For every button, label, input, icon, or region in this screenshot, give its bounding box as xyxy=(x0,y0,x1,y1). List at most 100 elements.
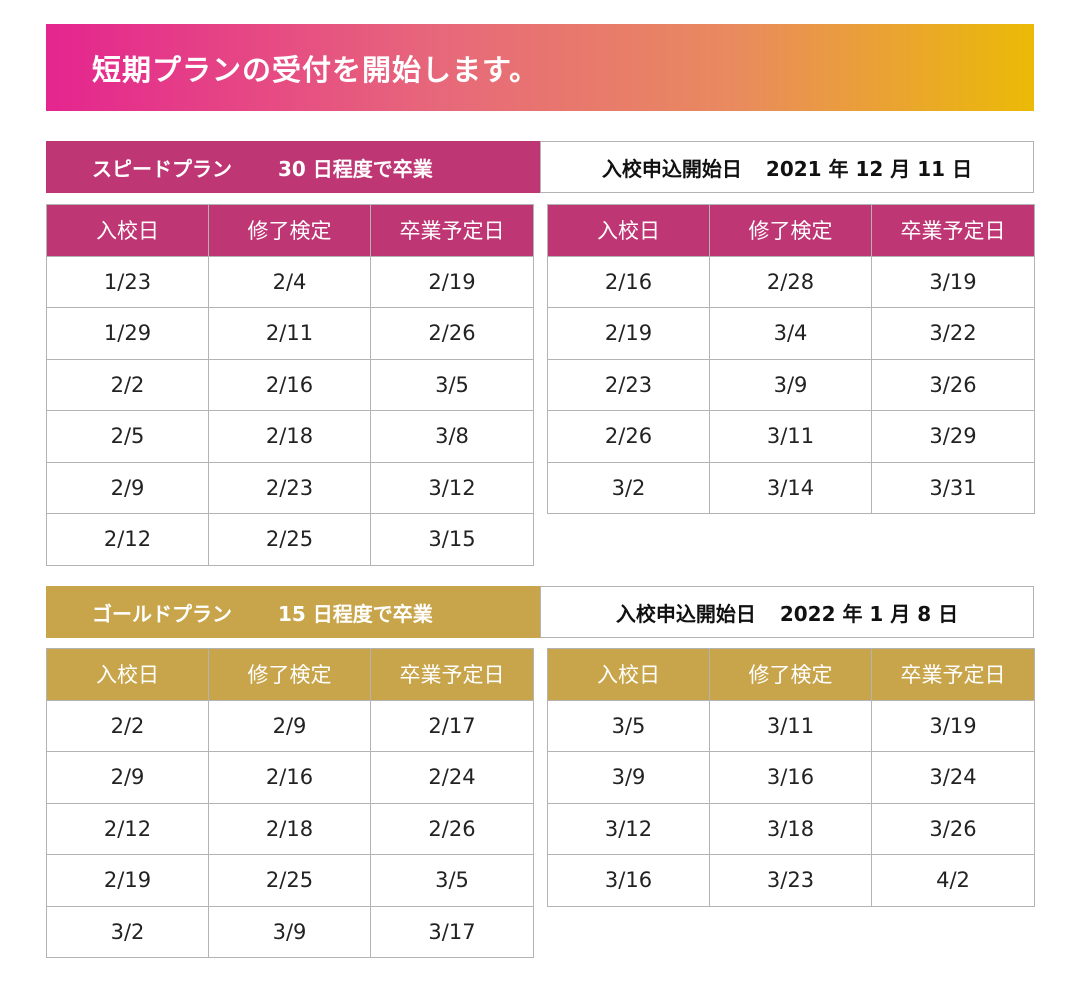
table-cell: 2/19 xyxy=(547,307,710,360)
table-cell: 3/29 xyxy=(871,410,1035,463)
announcement-banner: 短期プランの受付を開始します。 xyxy=(46,24,1034,111)
column-header: 修了検定 xyxy=(709,204,872,257)
table-row: 3/9 3/16 3/24 xyxy=(547,751,1035,804)
table-header-row: 入校日 修了検定 卒業予定日 xyxy=(547,204,1035,257)
table-row: 2/9 2/16 2/24 xyxy=(46,751,534,804)
table-cell: 2/12 xyxy=(46,513,209,566)
table-cell: 2/2 xyxy=(46,358,209,411)
table-cell: 3/5 xyxy=(370,854,534,907)
plan-duration: 15 日程度で卒業 xyxy=(278,601,433,626)
start-date: 2021 年 12 月 11 日 xyxy=(765,156,973,181)
table-cell: 3/17 xyxy=(370,905,534,958)
table-cell: 2/23 xyxy=(547,358,710,411)
table-row: 1/23 2/4 2/19 xyxy=(46,255,534,308)
speed-plan-header: スピードプラン 30 日程度で卒業 入校申込開始日 2021 年 12 月 11… xyxy=(46,141,1034,193)
table-row: 2/9 2/23 3/12 xyxy=(46,461,534,514)
table-cell: 3/5 xyxy=(370,358,534,411)
table-cell: 2/25 xyxy=(208,513,371,566)
table-row: 2/12 2/18 2/26 xyxy=(46,802,534,855)
table-cell: 2/26 xyxy=(370,802,534,855)
gold-schedule-table-right: 入校日 修了検定 卒業予定日 3/5 3/11 3/19 3/9 3/16 3/24 3/1… xyxy=(547,648,1035,907)
gold-plan-start-date: 入校申込開始日 2022 年 1 月 8 日 xyxy=(540,586,1034,638)
speed-plan-title: スピードプラン 30 日程度で卒業 xyxy=(46,141,540,193)
table-cell: 3/8 xyxy=(370,410,534,463)
table-header-row: 入校日 修了検定 卒業予定日 xyxy=(547,648,1035,701)
gold-plan-title: ゴールドプラン 15 日程度で卒業 xyxy=(46,586,540,638)
table-cell: 2/12 xyxy=(46,802,209,855)
table-cell: 2/9 xyxy=(46,751,209,804)
table-cell: 2/9 xyxy=(208,699,371,752)
table-cell: 3/24 xyxy=(871,751,1035,804)
table-cell: 2/16 xyxy=(547,255,710,308)
column-header: 入校日 xyxy=(547,204,710,257)
table-cell: 3/18 xyxy=(709,802,872,855)
table-cell: 2/28 xyxy=(709,255,872,308)
column-header: 卒業予定日 xyxy=(871,648,1035,701)
table-cell: 3/19 xyxy=(871,255,1035,308)
table-cell: 1/23 xyxy=(46,255,209,308)
column-header: 卒業予定日 xyxy=(370,648,534,701)
table-cell: 2/18 xyxy=(208,410,371,463)
table-cell: 3/22 xyxy=(871,307,1035,360)
table-row: 2/12 2/25 3/15 xyxy=(46,513,534,566)
plan-duration: 30 日程度で卒業 xyxy=(278,156,433,181)
table-cell: 2/11 xyxy=(208,307,371,360)
table-cell: 3/11 xyxy=(709,699,872,752)
table-cell: 3/26 xyxy=(871,802,1035,855)
table-cell: 2/26 xyxy=(547,410,710,463)
table-cell: 2/2 xyxy=(46,699,209,752)
table-cell: 2/19 xyxy=(46,854,209,907)
table-cell: 2/5 xyxy=(46,410,209,463)
table-cell: 2/26 xyxy=(370,307,534,360)
column-header: 卒業予定日 xyxy=(871,204,1035,257)
table-row: 3/2 3/9 3/17 xyxy=(46,905,534,958)
table-cell: 3/19 xyxy=(871,699,1035,752)
column-header: 修了検定 xyxy=(709,648,872,701)
table-row: 2/19 2/25 3/5 xyxy=(46,854,534,907)
table-cell: 3/15 xyxy=(370,513,534,566)
column-header: 修了検定 xyxy=(208,648,371,701)
table-row: 3/16 3/23 4/2 xyxy=(547,854,1035,907)
speed-plan-start-date: 入校申込開始日 2021 年 12 月 11 日 xyxy=(540,141,1034,193)
table-row: 2/16 2/28 3/19 xyxy=(547,255,1035,308)
column-header: 入校日 xyxy=(547,648,710,701)
plan-name: スピードプラン xyxy=(92,156,232,181)
speed-schedule-table-right: 入校日 修了検定 卒業予定日 2/16 2/28 3/19 2/19 3/4 3/22 2/… xyxy=(547,204,1035,514)
table-row: 1/29 2/11 2/26 xyxy=(46,307,534,360)
table-cell: 3/12 xyxy=(547,802,710,855)
column-header: 入校日 xyxy=(46,204,209,257)
table-cell: 3/2 xyxy=(547,461,710,514)
table-cell: 3/23 xyxy=(709,854,872,907)
table-cell: 2/18 xyxy=(208,802,371,855)
table-cell: 3/9 xyxy=(208,905,371,958)
start-label: 入校申込開始日 xyxy=(615,601,756,626)
table-row: 3/12 3/18 3/26 xyxy=(547,802,1035,855)
table-row: 2/5 2/18 3/8 xyxy=(46,410,534,463)
table-cell: 3/16 xyxy=(547,854,710,907)
table-cell: 3/2 xyxy=(46,905,209,958)
table-row: 2/19 3/4 3/22 xyxy=(547,307,1035,360)
table-header-row: 入校日 修了検定 卒業予定日 xyxy=(46,204,534,257)
start-date: 2022 年 1 月 8 日 xyxy=(779,601,959,626)
table-cell: 3/14 xyxy=(709,461,872,514)
table-cell: 2/25 xyxy=(208,854,371,907)
column-header: 卒業予定日 xyxy=(370,204,534,257)
table-cell: 3/9 xyxy=(709,358,872,411)
table-cell: 3/26 xyxy=(871,358,1035,411)
table-cell: 2/23 xyxy=(208,461,371,514)
table-cell: 2/16 xyxy=(208,358,371,411)
table-cell: 3/11 xyxy=(709,410,872,463)
plan-name: ゴールドプラン xyxy=(92,601,232,626)
table-row: 3/5 3/11 3/19 xyxy=(547,699,1035,752)
table-cell: 2/17 xyxy=(370,699,534,752)
banner-text: 短期プランの受付を開始します。 xyxy=(92,52,540,87)
table-cell: 3/12 xyxy=(370,461,534,514)
table-cell: 4/2 xyxy=(871,854,1035,907)
gold-schedule-table-left: 入校日 修了検定 卒業予定日 2/2 2/9 2/17 2/9 2/16 2/24 2/12… xyxy=(46,648,534,958)
gold-plan-header: ゴールドプラン 15 日程度で卒業 入校申込開始日 2022 年 1 月 8 日 xyxy=(46,586,1034,638)
column-header: 修了検定 xyxy=(208,204,371,257)
table-row: 2/2 2/16 3/5 xyxy=(46,358,534,411)
start-label: 入校申込開始日 xyxy=(601,156,742,181)
table-cell: 2/9 xyxy=(46,461,209,514)
table-cell: 2/24 xyxy=(370,751,534,804)
